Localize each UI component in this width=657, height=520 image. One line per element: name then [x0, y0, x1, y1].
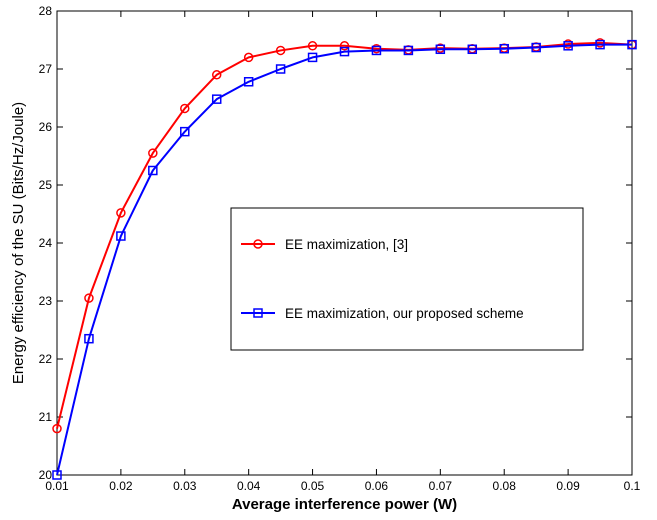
y-tick-labels: 20 21 22 23 24 25 26 27 28: [39, 4, 53, 482]
y-tick-label-5: 25: [39, 178, 53, 192]
x-tick-label-4: 0.05: [301, 479, 325, 493]
series-1-point-2: [116, 208, 126, 218]
legend-marker-series-1: [253, 239, 263, 249]
series-2-point-17: [595, 39, 605, 50]
x-tick-label-8: 0.09: [556, 479, 580, 493]
series-2-point-18: [627, 39, 637, 50]
series-1-point-9: [339, 41, 350, 51]
series-1-point-3: [148, 148, 158, 158]
series-2-point-5: [211, 94, 222, 104]
series-1-point-5: [211, 70, 222, 80]
legend-marker-series-2: [253, 308, 263, 318]
series-layer: [52, 38, 637, 480]
series-2-point-13: [467, 44, 478, 55]
x-tick-label-7: 0.08: [493, 479, 517, 493]
series-2-point-14: [499, 43, 509, 54]
legend-label-series-2: EE maximization, our proposed scheme: [285, 306, 524, 321]
series-2-point-2: [116, 231, 126, 241]
x-tick-label-5: 0.06: [365, 479, 389, 493]
series-1-point-7: [275, 45, 286, 56]
legend-box: [230, 207, 584, 351]
y-tick-label-8: 28: [39, 4, 53, 18]
legend: EE maximization, [3] EE maximization, ou…: [230, 207, 584, 351]
series-1-point-8: [307, 41, 318, 51]
y-tick-label-6: 26: [39, 120, 53, 134]
series-2-line: [56, 43, 632, 476]
series-2-point-8: [307, 52, 318, 63]
x-tick-labels: 0.01 0.02 0.03 0.04 0.05 0.06 0.07 0.08 0.09 0.1: [45, 479, 640, 493]
series-2-point-0: [52, 470, 62, 480]
y-tick-label-0: 20: [39, 468, 53, 482]
x-tick-label-9: 0.1: [624, 479, 641, 493]
x-axis-title: Average interference power (W): [232, 496, 457, 513]
series-2-point-3: [148, 165, 158, 176]
y-tick-label-2: 22: [39, 352, 53, 366]
series-2-point-1: [84, 333, 94, 344]
series-2-point-6: [243, 77, 254, 87]
x-tick-label-1: 0.02: [109, 479, 133, 493]
series-2: [52, 39, 637, 480]
series-2-point-10: [371, 45, 382, 56]
legend-label-series-1: EE maximization, [3]: [285, 237, 408, 252]
series-2-point-9: [339, 46, 350, 57]
series-1-point-4: [180, 103, 190, 114]
series-2-point-7: [275, 64, 286, 74]
x-tick-label-2: 0.03: [173, 479, 197, 493]
y-tick-label-7: 27: [39, 62, 53, 76]
y-axis-title: Energy efficiency of the SU (Bits/Hz/Jou…: [10, 102, 27, 384]
x-tick-label-0: 0.01: [45, 479, 69, 493]
x-tick-label-3: 0.04: [237, 479, 261, 493]
y-tick-label-4: 24: [39, 236, 53, 250]
y-tick-label-3: 23: [39, 294, 53, 308]
series-2-point-11: [403, 45, 414, 56]
series-2-point-16: [563, 41, 573, 51]
series-1-point-6: [243, 52, 254, 63]
y-tick-label-1: 21: [39, 410, 53, 424]
axis-ticks: [56, 10, 633, 476]
series-2-point-15: [531, 42, 541, 53]
x-tick-label-6: 0.07: [429, 479, 453, 493]
series-2-point-4: [180, 126, 190, 137]
series-1-point-0: [52, 423, 62, 434]
series-1-point-1: [84, 293, 94, 303]
series-2-point-12: [435, 44, 446, 55]
